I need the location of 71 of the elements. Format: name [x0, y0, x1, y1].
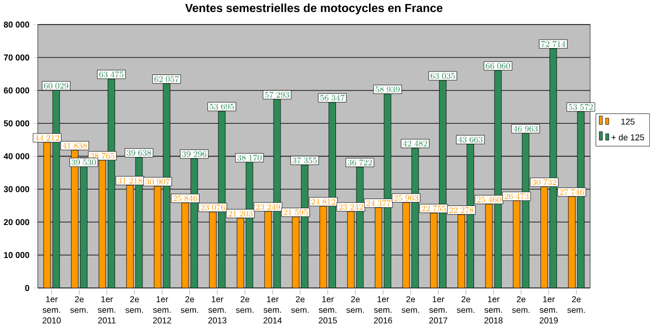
x-tick-label: 1er sem. 2014 [264, 296, 282, 324]
data-label: 39 296 [182, 151, 206, 157]
x-tick-label: 1er sem. 2012 [153, 296, 172, 324]
data-label: 38 170 [237, 154, 262, 161]
data-label: 57 293 [265, 92, 290, 98]
x-tick-label: 1er sem. 2013 [208, 296, 226, 324]
data-label: 25 846 [173, 195, 198, 202]
y-tick-label: 0 [25, 284, 30, 291]
data-label: 39 530 [72, 159, 96, 166]
data-label: 43 663 [458, 136, 482, 143]
data-label: 26 473 [504, 193, 529, 200]
y-tick-label: 70 000 [4, 54, 30, 60]
data-label: 41 838 [62, 142, 87, 149]
x-tick-label: 1er sem. 2017 [429, 296, 448, 324]
x-tick-label: 2e sem. [512, 296, 530, 313]
data-label: 31 218 [118, 178, 142, 184]
legend-label: 125 [621, 118, 635, 125]
data-label: 22 278 [449, 207, 474, 213]
data-label: 56 347 [320, 94, 345, 101]
data-label: 37 355 [292, 157, 317, 164]
x-tick-label: 1er sem. 2015 [318, 296, 337, 324]
data-label: 72 714 [541, 41, 566, 47]
data-label: 23 242 [338, 204, 363, 210]
data-label: 63 475 [99, 71, 124, 78]
data-label: 25 963 [394, 195, 418, 201]
y-tick-label: 80 000 [4, 22, 30, 28]
data-label: 53 572 [568, 104, 593, 110]
data-label: 23 076 [200, 204, 225, 210]
x-tick-label: 2e sem. [126, 296, 143, 313]
data-label: 58 939 [376, 86, 400, 92]
y-tick-label: 20 000 [4, 219, 30, 226]
legend-label: + de 125 [612, 134, 644, 140]
y-tick-label: 50 000 [4, 120, 30, 126]
x-tick-label: 2e sem. [291, 296, 309, 313]
chart-title: Ventes semestrielles de motocycles en France [185, 4, 442, 14]
data-label: 44 212 [34, 134, 60, 141]
data-label: 24 812 [311, 198, 336, 205]
x-tick-label: 2e sem. [402, 296, 420, 313]
y-tick-label: 60 000 [4, 87, 30, 94]
data-label: 42 482 [402, 140, 428, 146]
y-tick-label: 40 000 [4, 153, 30, 160]
x-tick-label: 1er sem. 2010 [42, 296, 61, 324]
x-tick-label: 1er sem. 2018 [484, 296, 503, 324]
y-tick-label: 30 000 [4, 186, 30, 192]
data-label: 46 963 [513, 126, 538, 132]
data-label: 36 722 [348, 160, 372, 166]
data-label: 53 695 [210, 104, 234, 110]
x-tick-label: 2e sem. [180, 296, 198, 313]
data-label: 63 035 [430, 72, 455, 79]
x-tick-label: 2e sem. [346, 296, 364, 313]
x-tick-label: 2e sem. [567, 296, 585, 313]
data-label: 62 057 [154, 76, 179, 82]
data-label: 30 732 [532, 179, 556, 186]
data-label: 39 638 [126, 150, 152, 156]
data-label: 30 907 [145, 178, 170, 185]
data-label: 25 460 [476, 196, 502, 203]
data-label: 60 029 [44, 82, 68, 89]
data-label: 66 060 [486, 63, 510, 69]
y-tick-label: 10 000 [4, 252, 30, 258]
x-tick-label: 2e sem. [236, 296, 254, 313]
x-tick-label: 2e sem. [70, 296, 88, 313]
x-tick-label: 1er sem. 2011 [98, 296, 116, 324]
x-tick-label: 1er sem. 2019 [540, 296, 558, 324]
data-label: 23 249 [256, 204, 280, 210]
x-tick-label: 2e sem. [456, 296, 474, 313]
data-label: 24 377 [366, 200, 391, 206]
data-label: 27 746 [560, 189, 584, 195]
data-label: 22 755 [422, 205, 446, 212]
data-label: 21 595 [284, 209, 308, 216]
data-label: 21 203 [228, 210, 252, 217]
x-tick-label: 1er sem. 2016 [374, 296, 392, 324]
